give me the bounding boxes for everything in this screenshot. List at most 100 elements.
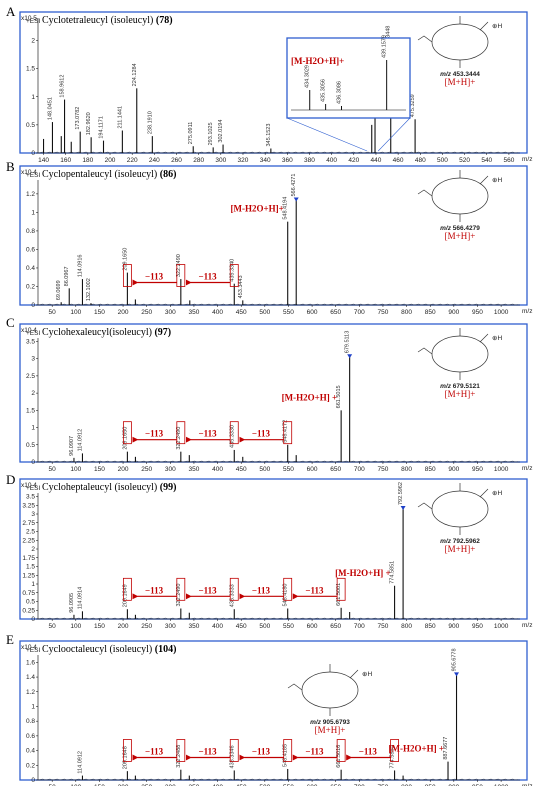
peak-label: 114.0912 (77, 429, 83, 452)
mz-value: 453.3444 (453, 71, 480, 78)
panel-title: Cyclotetraleucyl (isoleucyl) (78) (42, 15, 173, 26)
y-tick-label: 0 (31, 302, 35, 309)
peak-label: 887.6677 (443, 737, 449, 760)
macrocycle-ring (431, 23, 489, 61)
ion-mode-label: +ESI (26, 172, 40, 179)
x-unit-label: m/z (522, 465, 532, 472)
x-tick-label: 600 (307, 623, 318, 630)
x-tick-label: 400 (212, 623, 223, 630)
compound-number: (86) (160, 169, 177, 180)
side-chains (417, 170, 489, 222)
ion-mode-label: +ESI (26, 330, 40, 337)
peak-label: 211.1441 (117, 106, 123, 129)
y-scale-label: x10 4 (21, 327, 37, 334)
x-tick-label: 150 (94, 623, 105, 630)
y-tick-label: 3.25 (22, 502, 35, 509)
y-tick-label: 1 (31, 703, 35, 710)
x-tick-label: 450 (236, 784, 247, 786)
y-tick-label: 1.6 (26, 659, 35, 666)
fragment-box (176, 264, 186, 287)
fragment-box (229, 739, 239, 762)
x-tick-label: 340 (260, 157, 271, 164)
x-tick-label: 360 (282, 157, 293, 164)
peak-label: 132.1002 (86, 278, 92, 301)
y-tick-label: 0.8 (26, 228, 35, 235)
x-tick-label: 50 (49, 623, 57, 630)
peak-label: 435.3340 (229, 259, 235, 282)
m-h2o-label: [M-H2O+H]+ (230, 204, 283, 214)
structure-sketch (417, 170, 489, 222)
loss-label: −113 (198, 585, 217, 595)
x-tick-label: 900 (448, 623, 459, 630)
side-chains (417, 483, 489, 535)
x-unit-label: m/z (522, 156, 532, 163)
fragment-box (336, 739, 346, 762)
x-tick-label: 500 (259, 466, 270, 473)
fragment-box (122, 577, 132, 601)
structure-sketch (417, 483, 489, 535)
x-tick-label: 900 (448, 466, 459, 473)
macrocycle-ring (431, 490, 489, 528)
x-tick-label: 1000 (494, 309, 509, 316)
fragment-box (283, 577, 293, 601)
fragment-box (176, 577, 186, 601)
structure-mz: m/z 679.5121 (440, 383, 480, 390)
peak-label: 194.1171 (99, 116, 105, 139)
m-h2o-label: [M-H2O+H] + (389, 744, 445, 754)
panel-letter: D (6, 472, 15, 487)
x-tick-label: 550 (283, 623, 294, 630)
mh-ion-label: [M+H]+ (445, 389, 476, 399)
loss-label: −113 (145, 585, 164, 595)
peak-label: 661.5015 (336, 385, 342, 408)
y-tick-label: 2 (31, 390, 35, 397)
y-tick-label: 1 (31, 581, 35, 588)
x-tick-label: 550 (283, 466, 294, 473)
x-tick-label: 450 (236, 466, 247, 473)
x-tick-label: 540 (481, 157, 492, 164)
y-tick-label: 0.5 (26, 442, 35, 449)
y-tick-label: 0 (31, 459, 35, 466)
x-tick-label: 700 (354, 784, 365, 786)
x-tick-label: 800 (401, 784, 412, 786)
x-tick-label: 700 (354, 623, 365, 630)
y-tick-label: 1.25 (22, 572, 35, 579)
peak-label: 209.1648 (122, 746, 128, 769)
x-tick-label: 140 (38, 157, 49, 164)
inset-annotation: [M-H2O+H]+ (291, 56, 344, 66)
x-tick-label: 400 (212, 466, 223, 473)
x-tick-label: 800 (401, 623, 412, 630)
y-tick-label: 3 (31, 356, 35, 363)
compound-number: (78) (156, 15, 173, 26)
x-tick-label: 350 (189, 466, 200, 473)
x-tick-label: 100 (70, 623, 81, 630)
compound-name: Cyclopentaleucyl (isoleucyl) (42, 169, 160, 180)
panel-title: Cyclooctaleucyl (isoleucyl) (104) (42, 644, 176, 655)
fragment-box (229, 577, 239, 601)
x-tick-label: 480 (415, 157, 426, 164)
x-tick-label: 300 (165, 309, 176, 316)
protonation-label: ⊕H (492, 335, 502, 342)
peak-label: 322.2490 (176, 427, 182, 450)
peak-label: 475.3259 (410, 94, 416, 117)
x-tick-label: 100 (70, 309, 81, 316)
panel-letter: E (6, 632, 14, 647)
compound-number: (104) (155, 644, 177, 655)
mz-value: 792.5962 (453, 538, 480, 545)
x-tick-label: 240 (149, 157, 160, 164)
loss-label: −113 (252, 747, 271, 757)
x-tick-label: 650 (330, 309, 341, 316)
peak-label: 209.1650 (122, 427, 128, 450)
mh-ion-label: [M+H]+ (315, 725, 346, 735)
x-tick-label: 650 (330, 466, 341, 473)
compound-name: Cycloheptaleucyl (isoleucyl) (42, 482, 160, 493)
x-unit-label: m/z (522, 783, 532, 786)
loss-label: −113 (252, 429, 271, 439)
peak-label: 548.4185 (283, 744, 289, 767)
mz-label: m/z (440, 71, 453, 78)
peak-label: 238.1910 (147, 111, 153, 134)
peak-label: 453.3443 (238, 275, 244, 298)
x-tick-label: 300 (165, 466, 176, 473)
x-tick-label: 700 (354, 309, 365, 316)
molecular-ion-marker (293, 197, 299, 202)
